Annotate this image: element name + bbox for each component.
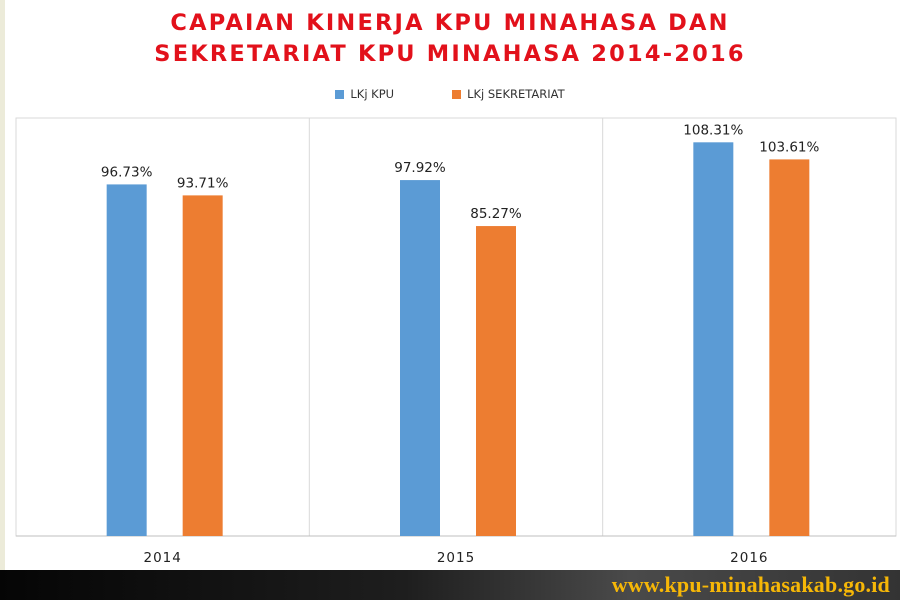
legend-swatch-lkj-sekretariat — [452, 89, 462, 99]
legend-item-lkj-kpu: LKj KPU — [335, 87, 394, 101]
plot-area-border — [15, 117, 897, 537]
left-edge-strip — [0, 0, 5, 570]
data-label-lkj-sekretariat-2014: 93.71% — [177, 175, 229, 191]
data-label-lkj-kpu-2015: 97.92% — [394, 160, 446, 176]
x-tick-label-2016: 2016 — [730, 550, 768, 566]
chart-title-line-1: CAPAIAN KINERJA KPU MINAHASA DAN — [170, 10, 730, 36]
chart-title: CAPAIAN KINERJA KPU MINAHASA DAN SEKRETA… — [0, 8, 900, 70]
legend-swatch-lkj-kpu — [335, 89, 345, 99]
legend-label-lkj-kpu: LKj KPU — [350, 87, 395, 101]
bar-lkj-kpu-2014 — [106, 184, 147, 536]
bar-lkj-sekretariat-2015 — [476, 226, 516, 537]
legend-label-lkj-sekretariat: LKj SEKRETARIAT — [467, 87, 565, 101]
bar-lkj-sekretariat-2016 — [769, 159, 810, 536]
bar-lkj-kpu-2016 — [693, 142, 734, 536]
chart-legend: LKj KPU LKj SEKRETARIAT — [0, 87, 900, 101]
data-label-lkj-kpu-2014: 96.73% — [101, 164, 153, 180]
chart-title-line-2: SEKRETARIAT KPU MINAHASA 2014-2016 — [154, 41, 746, 67]
data-label-lkj-sekretariat-2015: 85.27% — [470, 206, 522, 222]
x-tick-label-2015: 2015 — [437, 550, 475, 566]
x-tick-label-2014: 2014 — [143, 550, 181, 566]
bar-lkj-sekretariat-2014 — [182, 195, 223, 536]
bar-lkj-kpu-2015 — [400, 180, 440, 536]
legend-item-lkj-sekretariat: LKj SEKRETARIAT — [452, 87, 565, 101]
data-label-lkj-sekretariat-2016: 103.61% — [759, 139, 819, 155]
data-label-lkj-kpu-2016: 108.31% — [683, 122, 743, 138]
bar-chart: 96.73% 93.71% 2014 97.92% 85.27% 2015 108.31% 1… — [15, 117, 897, 566]
footer-website-url[interactable]: www.kpu-minahasakab.go.id — [611, 572, 890, 597]
footer-bar: www.kpu-minahasakab.go.id — [0, 570, 900, 600]
